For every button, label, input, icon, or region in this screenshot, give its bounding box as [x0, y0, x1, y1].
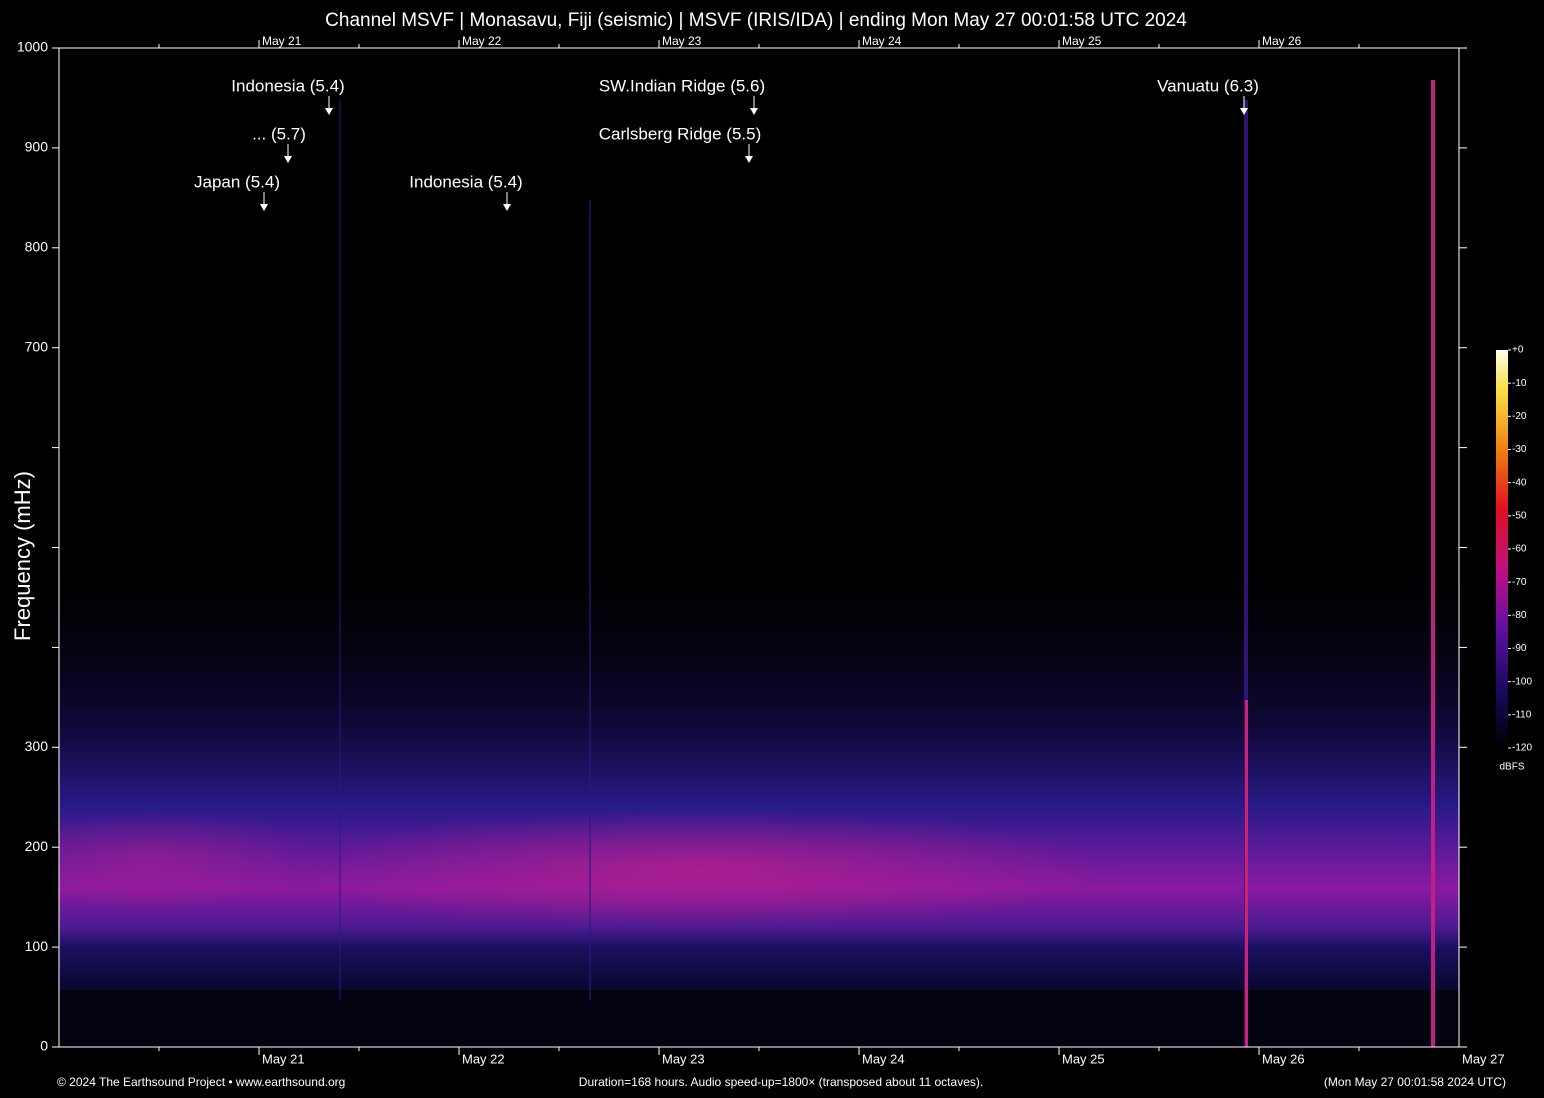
x-tick-label: May 27: [1462, 1051, 1505, 1066]
x-tick-label: May 25: [1062, 1051, 1105, 1066]
colorbar-tick-label: -100: [1512, 676, 1532, 687]
event-label: Indonesia (5.4): [231, 76, 344, 95]
y-tick-label: 200: [25, 838, 49, 854]
colorbar-tick-label: -110: [1512, 709, 1532, 720]
x-tick-label: May 22: [462, 1051, 505, 1066]
colorbar-tick-label: -10: [1512, 378, 1527, 389]
x-tick-label-top: May 21: [262, 34, 302, 48]
event-label: ... (5.7): [252, 124, 306, 143]
event-label: SW.Indian Ridge (5.6): [599, 76, 765, 95]
event-label: Vanuatu (6.3): [1157, 76, 1259, 95]
colorbar-tick-label: -20: [1512, 411, 1527, 422]
event-arrowhead: [260, 204, 268, 211]
colorbar-tick-label: -60: [1512, 544, 1527, 555]
event-label: Indonesia (5.4): [409, 172, 522, 191]
event-arrowhead: [750, 108, 758, 115]
colorbar-tick-label: -40: [1512, 477, 1527, 488]
event-arrowhead: [1240, 108, 1248, 115]
colorbar-tick-label: -50: [1512, 510, 1527, 521]
x-tick-label: May 24: [862, 1051, 905, 1066]
footer-left: © 2024 The Earthsound Project • www.eart…: [57, 1075, 345, 1089]
event-label: Japan (5.4): [194, 172, 280, 191]
y-tick-label: 300: [25, 738, 49, 754]
event-arrowhead: [284, 156, 292, 163]
y-tick-label: 100: [25, 938, 49, 954]
colorbar-tick-label: -80: [1512, 610, 1527, 621]
footer-right: (Mon May 27 00:01:58 2024 UTC): [1324, 1075, 1506, 1089]
y-tick-label: 0: [40, 1038, 48, 1054]
event-arrowhead: [503, 204, 511, 211]
colorbar-label: dBFS: [1499, 762, 1524, 773]
x-tick-label: May 23: [662, 1051, 705, 1066]
x-tick-label: May 21: [262, 1051, 305, 1066]
event-label: Carlsberg Ridge (5.5): [599, 124, 762, 143]
colorbar-tick-label: -90: [1512, 643, 1527, 654]
x-tick-label-top: May 23: [662, 34, 702, 48]
colorbar-tick-label: +0: [1512, 345, 1524, 356]
x-tick-label-top: May 24: [862, 34, 902, 48]
x-tick-label-top: May 22: [462, 34, 502, 48]
event-arrowhead: [325, 108, 333, 115]
colorbar-tick-label: -120: [1512, 743, 1532, 754]
y-tick-label: 900: [25, 139, 49, 155]
chart-title: Channel MSVF | Monasavu, Fiji (seismic) …: [325, 10, 1187, 31]
colorbar-tick-label: -70: [1512, 577, 1527, 588]
x-tick-label: May 26: [1262, 1051, 1305, 1066]
x-tick-label-top: May 25: [1062, 34, 1102, 48]
x-tick-label-top: May 26: [1262, 34, 1302, 48]
event-arrowhead: [745, 156, 753, 163]
y-tick-label: 1000: [17, 39, 48, 55]
footer-center: Duration=168 hours. Audio speed-up=1800×…: [579, 1075, 983, 1089]
colorbar-tick-label: -30: [1512, 444, 1527, 455]
y-tick-label: 800: [25, 239, 49, 255]
y-axis-label: Frequency (mHz): [10, 471, 35, 641]
colorbar: [1496, 350, 1508, 748]
y-tick-label: 700: [25, 338, 49, 354]
spectrogram-image: [59, 48, 1459, 1047]
